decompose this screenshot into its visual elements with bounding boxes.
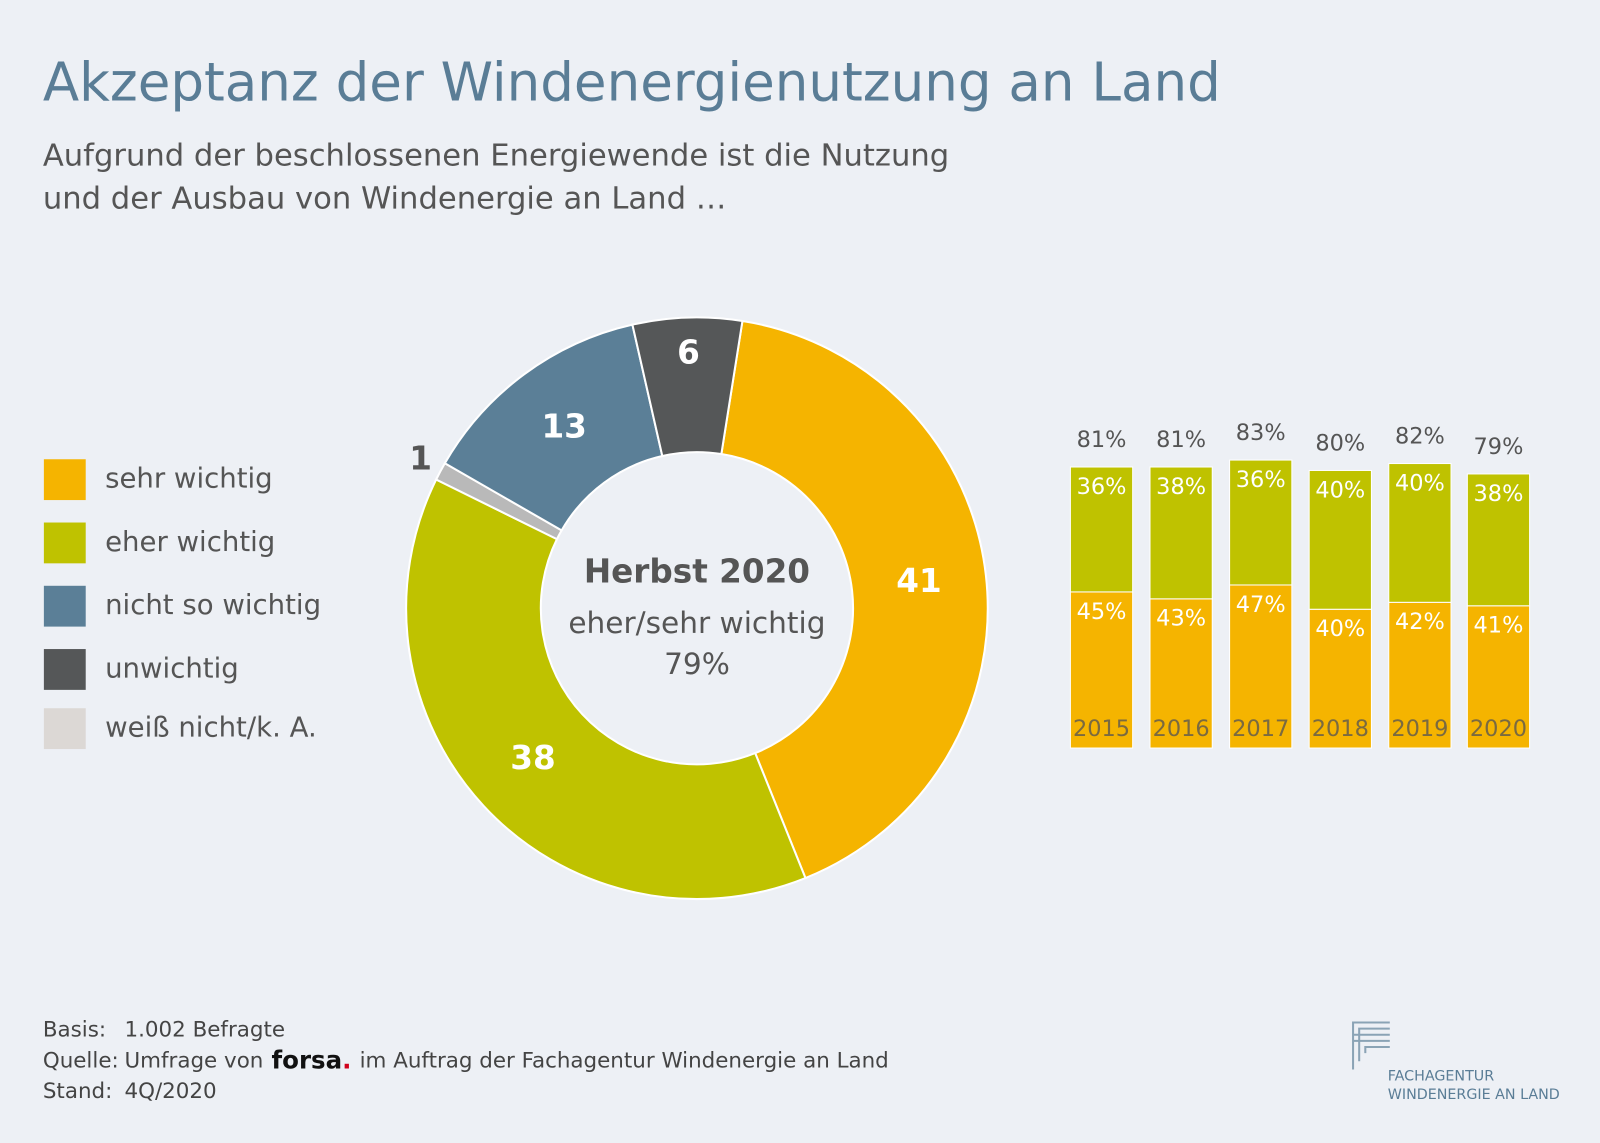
bar-segment [1229,584,1293,749]
logo-icon [1352,1021,1390,1070]
bar-category-label: 2018 [1312,716,1369,742]
bar-segment [1308,469,1372,610]
legend-label: weiß nicht/k. A. [105,712,317,744]
slice-label: 6 [677,333,700,371]
bar-segment [1069,591,1134,749]
legend-swatch [43,459,86,501]
bar-segment [1149,466,1213,600]
footer-source-rest: im Auftrag der Fachagentur Windenergie a… [360,1048,889,1073]
bar-segment [1149,598,1213,749]
footer-label: Basis: [43,1018,106,1043]
bar-segment [1388,601,1452,749]
bar-total-label: 79% [1474,434,1524,460]
slice-label: 38 [510,739,555,777]
bar-value-label: 41% [1474,613,1524,639]
bar-segment [1466,473,1531,607]
donut-slice [720,319,989,880]
bar-category-label: 2015 [1073,716,1130,742]
legend-swatch [43,649,86,690]
footer-value: 4Q/2020 [124,1079,216,1104]
bar-segment [1308,608,1372,749]
bar-total-label: 83% [1236,420,1286,446]
bar-total-label: 80% [1315,430,1365,456]
legend-label: sehr wichtig [105,463,273,495]
legend-label: unwichtig [105,652,239,684]
subtitle: und der Ausbau von Windenergie an Land … [43,182,727,217]
brand-dot: . [342,1045,351,1074]
bar-total-label: 82% [1395,424,1445,450]
footer-label: Stand: [43,1079,112,1104]
footer-text: Umfrage von forsa. im Auftrag der Fachagen… [124,1045,888,1074]
bar-segment [1069,466,1134,593]
center-text: eher/sehr wichtig [568,606,825,640]
slice-label: 13 [541,407,586,445]
bar-value-label: 40% [1395,470,1445,496]
bar-category-label: 2019 [1391,716,1448,742]
bar-value-label: 36% [1236,467,1286,493]
legend-swatch [43,708,86,750]
footer-value: 1.002 Befragte [124,1018,285,1043]
bar-segment [1229,459,1293,586]
subtitle: Aufgrund der beschlossenen Energiewende … [43,139,949,174]
bar-category-label: 2016 [1153,716,1210,742]
footer-value: Umfrage von [124,1048,263,1073]
bar-value-label: 40% [1315,616,1365,642]
donut-slice [405,478,807,901]
bar-category-label: 2020 [1470,716,1527,742]
logo-text: WINDENERGIE AN LAND [1388,1087,1560,1103]
center-text: 79% [664,647,730,681]
bar-value-label: 36% [1077,474,1127,500]
bar-total-label: 81% [1156,427,1206,453]
legend-label: eher wichtig [105,526,275,558]
footer-label: Quelle: [43,1048,119,1073]
bar-value-label: 38% [1156,474,1206,500]
bar-total-label: 81% [1077,427,1127,453]
bar-category-label: 2017 [1232,716,1289,742]
bar-segment [1466,605,1531,749]
legend-swatch [43,585,86,627]
bar-segment [1388,463,1452,603]
donut-slice [631,316,744,458]
title: Akzeptanz der Windenergienutzung an Land [43,51,1221,113]
center-title: Herbst 2020 [584,553,810,591]
footer-text: 4Q/2020 [124,1079,216,1104]
bar-value-label: 42% [1395,609,1445,635]
footer-text: 1.002 Befragte [124,1018,285,1043]
legend-label: nicht so wichtig [105,589,321,621]
bar-value-label: 38% [1474,481,1524,507]
bar-value-label: 47% [1236,592,1286,618]
slice-label: 41 [896,562,941,600]
logo-text: FACHAGENTUR [1388,1069,1494,1085]
bar-value-label: 45% [1077,599,1127,625]
bar-value-label: 40% [1315,477,1365,503]
bar-value-label: 43% [1156,606,1206,632]
slice-label: 1 [409,440,432,478]
legend-swatch [43,522,86,564]
brand: forsa [272,1045,343,1074]
